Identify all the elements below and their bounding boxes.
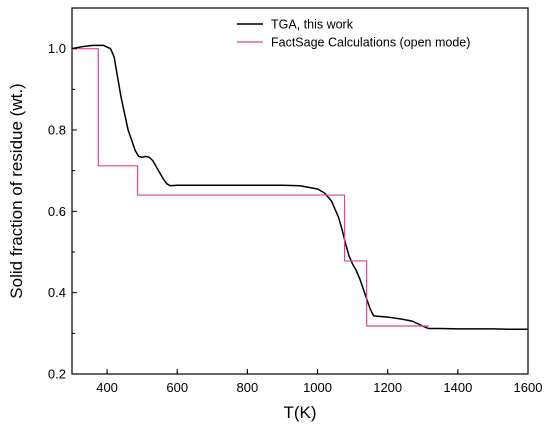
plot-frame — [71, 7, 529, 375]
legend: TGA, this work FactSage Calculations (ope… — [237, 18, 470, 50]
x-tick-label: 1000 — [303, 380, 332, 395]
y-axis-ticks: 0.2 0.4 0.6 0.8 1.0 — [48, 7, 77, 382]
legend-label: TGA, this work — [271, 18, 354, 32]
x-tick-label: 1600 — [514, 380, 543, 395]
x-tick-label: 400 — [96, 380, 118, 395]
y-tick-label: 0.8 — [48, 123, 66, 138]
series-line-2 — [72, 48, 429, 329]
x-tick-label: 600 — [166, 380, 188, 395]
y-axis-label: Solid fraction of residue (wt.) — [7, 83, 26, 298]
x-axis-ticks: 400 600 800 1000 1200 1400 1600 — [96, 369, 542, 395]
y-tick-label: 0.2 — [48, 367, 66, 382]
legend-label: FactSage Calculations (open mode) — [271, 36, 470, 50]
series-line-1 — [71, 44, 528, 331]
x-tick-label: 1400 — [443, 380, 472, 395]
y-tick-label: 0.4 — [48, 285, 66, 300]
x-tick-label: 800 — [237, 380, 259, 395]
y-tick-label: 0.6 — [48, 204, 66, 219]
y-tick-label: 1.0 — [48, 41, 66, 56]
series-layer — [71, 44, 528, 331]
x-tick-label: 1200 — [373, 380, 402, 395]
x-axis-label: T(K) — [283, 403, 316, 422]
